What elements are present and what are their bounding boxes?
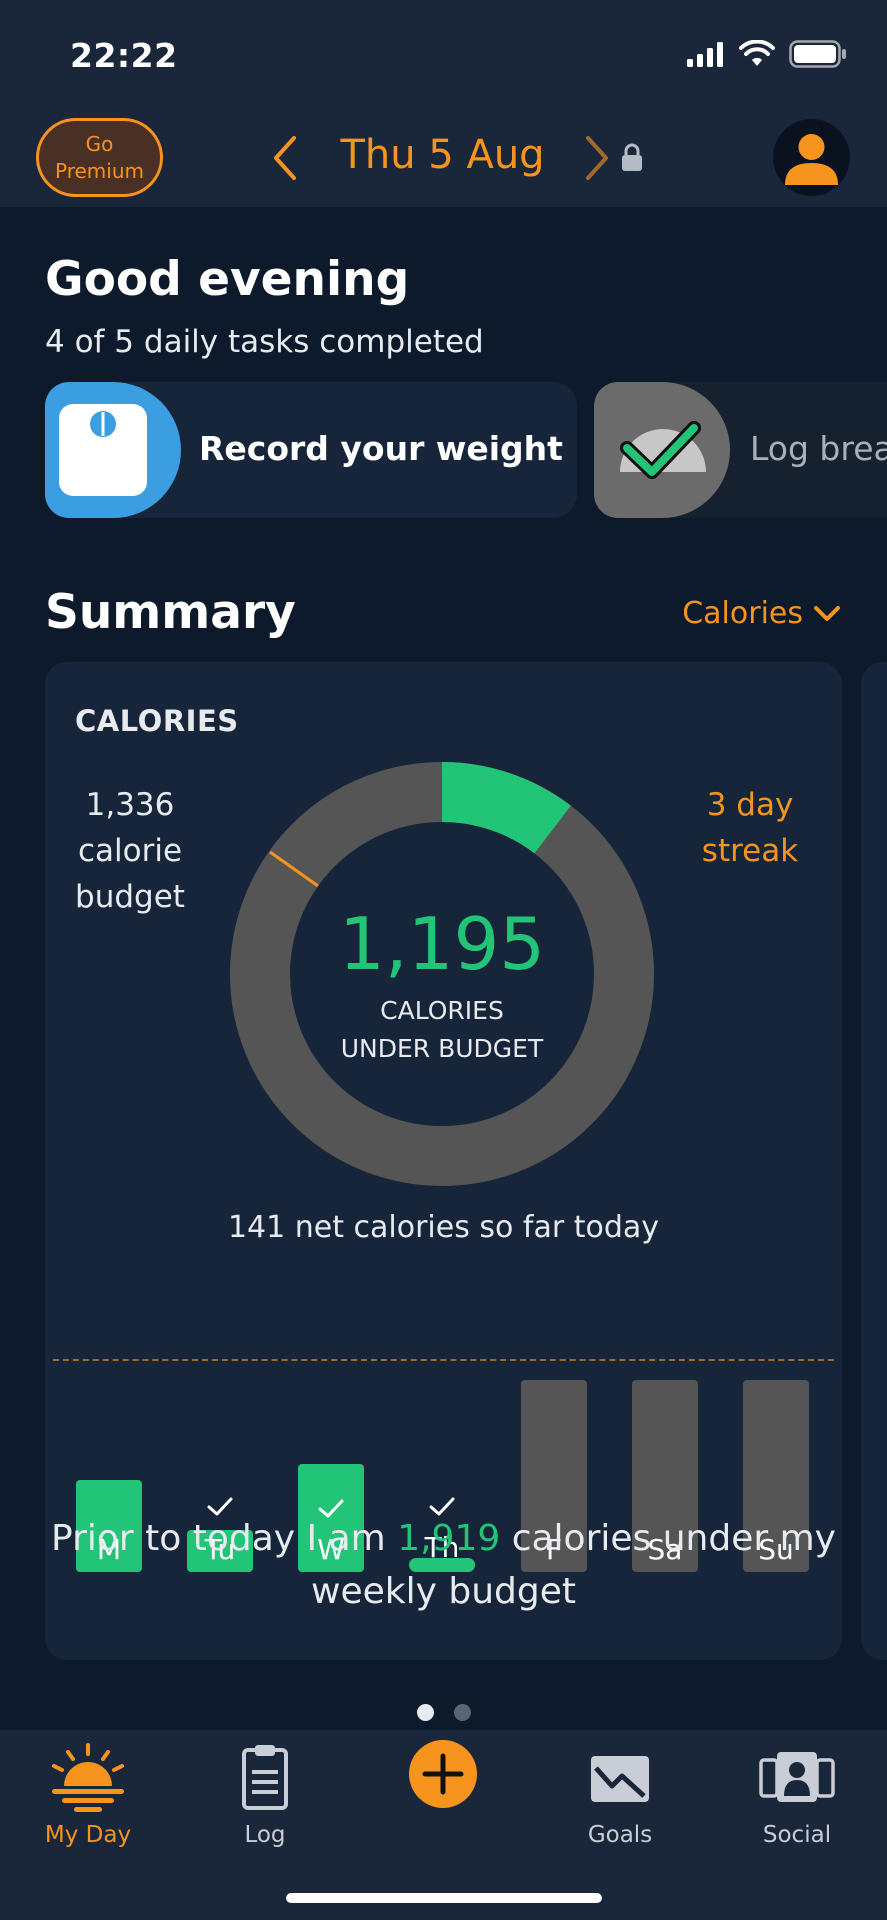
- next-day-chevron-icon[interactable]: [582, 134, 612, 182]
- wifi-icon: [739, 40, 775, 66]
- tab-social[interactable]: Social: [722, 1742, 872, 1848]
- task-card-log-breakfast[interactable]: Log brea: [594, 382, 887, 518]
- bottom-tab-bar: My Day Log Goals Social: [0, 1730, 887, 1920]
- week-bar-monday[interactable]: M: [76, 1480, 142, 1572]
- go-premium-label-line2: Premium: [55, 159, 144, 183]
- sunrise-icon: [52, 1743, 124, 1812]
- weekly-under-value: 1,919: [397, 1518, 501, 1559]
- week-bar-wednesday[interactable]: W: [298, 1464, 364, 1572]
- status-bar: 22:22: [0, 0, 887, 110]
- week-bar-label: Tu: [204, 1533, 236, 1566]
- ring-center: 1,195 CALORIES UNDER BUDGET: [230, 762, 654, 1186]
- cellular-signal-icon: [687, 42, 723, 67]
- weekly-summary-suffix: calories under my weekly budget: [311, 1518, 836, 1612]
- date-navigation: Thu 5 Aug: [0, 120, 887, 195]
- week-bar-label: Th: [424, 1531, 460, 1564]
- calories-under-budget-label-1: CALORIES: [380, 996, 504, 1025]
- calories-under-budget-label-2: UNDER BUDGET: [340, 1034, 544, 1063]
- daily-budget-line: [53, 1359, 834, 1361]
- calorie-budget-label-2: budget: [75, 879, 185, 915]
- task-label: Log brea: [750, 429, 887, 468]
- tab-social-label: Social: [762, 1822, 832, 1848]
- week-bar-label: M: [96, 1533, 122, 1566]
- calorie-budget-value: 1,336: [85, 787, 175, 823]
- check-icon: [207, 1497, 233, 1516]
- calories-under-budget-value: 1,195: [338, 902, 546, 986]
- greeting-title: Good evening: [45, 252, 410, 307]
- calorie-ring-progress: [441, 762, 571, 854]
- week-bar-saturday[interactable]: Sa: [632, 1380, 698, 1572]
- week-bar-tuesday[interactable]: Tu: [187, 1497, 253, 1572]
- week-bar-label: Sa: [647, 1533, 683, 1566]
- week-bar-label: F: [545, 1533, 563, 1566]
- calorie-budget-label-1: calorie: [77, 833, 183, 869]
- lock-icon: [622, 143, 642, 171]
- calories-summary-card: CALORIES 1,336 calorie budget 3 day stre…: [45, 662, 842, 1660]
- net-calories-today: 141 net calories so far today: [227, 1210, 660, 1245]
- tab-goals[interactable]: Goals: [545, 1742, 695, 1848]
- social-group-icon: [759, 1752, 835, 1802]
- task-card-record-weight[interactable]: Record your weight: [45, 382, 577, 518]
- add-entry-button[interactable]: [409, 1740, 477, 1808]
- go-premium-button[interactable]: Go Premium: [36, 118, 163, 197]
- next-summary-card-peek[interactable]: [861, 662, 887, 1660]
- status-icons: [687, 40, 847, 68]
- calorie-ring-chart: [230, 762, 654, 1186]
- scale-icon: [59, 404, 147, 496]
- week-bar-friday[interactable]: F: [521, 1380, 587, 1572]
- page-dot-2[interactable]: [453, 1704, 471, 1721]
- streak-count: 3 day: [706, 787, 794, 823]
- summary-metric-label: Calories: [682, 596, 803, 631]
- week-bar-label: W: [317, 1533, 345, 1566]
- daily-tasks-progress: 4 of 5 daily tasks completed: [45, 324, 484, 360]
- task-icon-background: [594, 382, 730, 518]
- go-premium-label-line1: Go: [85, 132, 114, 156]
- week-bar-label: Su: [758, 1533, 794, 1566]
- week-bar-sunday[interactable]: Su: [743, 1380, 809, 1572]
- current-date[interactable]: Thu 5 Aug: [340, 132, 545, 178]
- calorie-ring-marker: [269, 850, 319, 888]
- profile-avatar-button[interactable]: [773, 119, 850, 196]
- user-avatar-icon: [785, 134, 838, 185]
- week-bar-thursday[interactable]: Th: [409, 1497, 475, 1572]
- plus-icon: [422, 1753, 464, 1795]
- check-icon: [318, 1499, 344, 1518]
- task-label: Record your weight: [199, 429, 563, 468]
- task-icon-background: [45, 382, 181, 518]
- weekly-budget-summary: Prior to today I am 1,919 calories under…: [45, 1512, 842, 1618]
- check-icon: [429, 1497, 455, 1516]
- streak-indicator: 3 day streak: [685, 782, 815, 874]
- tab-my-day[interactable]: My Day: [13, 1742, 163, 1848]
- summary-metric-selector[interactable]: Calories: [682, 596, 841, 631]
- home-indicator[interactable]: [286, 1893, 602, 1903]
- page-dot-1[interactable]: [416, 1704, 434, 1721]
- clipboard-icon: [242, 1745, 288, 1810]
- battery-icon: [789, 40, 846, 68]
- completed-check-icon: [620, 421, 706, 479]
- chevron-down-icon: [814, 605, 840, 621]
- summary-title: Summary: [45, 585, 296, 640]
- weekly-bar-chart: M Tu W Th F Sa Su: [45, 1302, 842, 1572]
- tab-my-day-label: My Day: [44, 1822, 132, 1848]
- status-time: 22:22: [70, 36, 178, 75]
- goals-chart-icon: [591, 1756, 649, 1802]
- page-indicator: [0, 1704, 887, 1721]
- tab-log[interactable]: Log: [190, 1742, 340, 1848]
- weekly-summary-prefix: Prior to today I am: [51, 1518, 398, 1559]
- calorie-budget: 1,336 calorie budget: [65, 782, 195, 920]
- tab-log-label: Log: [244, 1822, 286, 1848]
- card-title: CALORIES: [75, 704, 239, 738]
- previous-day-chevron-icon[interactable]: [270, 134, 300, 182]
- streak-label: streak: [701, 833, 799, 869]
- tab-goals-label: Goals: [587, 1822, 653, 1848]
